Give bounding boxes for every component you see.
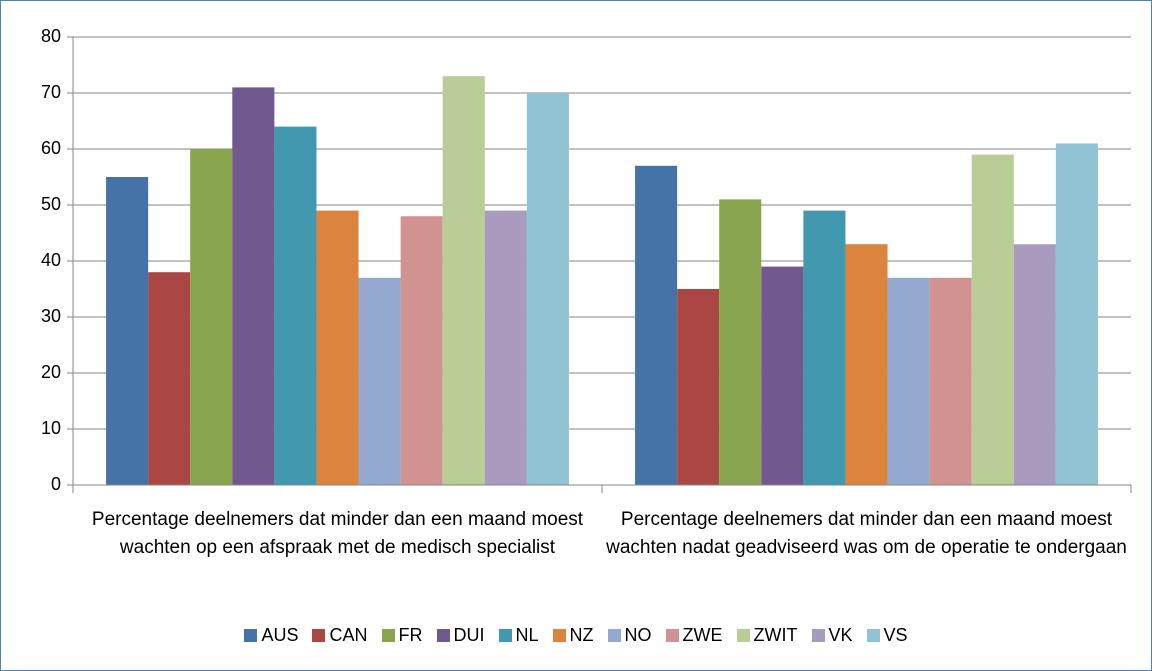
legend-swatch	[436, 629, 450, 642]
legend-label: ZWIT	[753, 625, 798, 645]
bar	[106, 177, 149, 485]
legend-item: NO	[607, 625, 652, 646]
bar	[1013, 244, 1056, 485]
y-tick-label: 10	[41, 418, 61, 438]
legend-label: NO	[624, 625, 652, 645]
bar	[845, 244, 888, 485]
legend-swatch	[552, 629, 566, 642]
legend-swatch	[381, 629, 395, 642]
bar	[316, 210, 359, 485]
y-tick-label: 50	[41, 194, 61, 214]
bar	[803, 210, 846, 485]
legend-swatch	[665, 629, 679, 642]
legend-item: VK	[811, 625, 853, 646]
y-tick-label: 30	[41, 306, 61, 326]
bar	[484, 210, 527, 485]
legend-label: AUS	[261, 625, 299, 645]
bar	[635, 165, 678, 486]
legend-swatch	[736, 629, 750, 642]
legend-item: CAN	[312, 625, 368, 646]
bar	[761, 266, 804, 485]
y-tick-label: 60	[41, 138, 61, 158]
legend-swatch	[244, 629, 258, 642]
legend-item: ZWE	[665, 625, 723, 646]
bar	[358, 277, 401, 485]
y-tick-label: 80	[41, 26, 61, 46]
bar	[148, 272, 191, 485]
legend-item: ZWIT	[736, 625, 798, 646]
bar	[719, 199, 762, 485]
bar	[1055, 143, 1098, 485]
legend-swatch	[312, 629, 326, 642]
legend-label: ZWE	[682, 625, 723, 645]
bar	[971, 154, 1014, 485]
legend-item: NZ	[552, 625, 594, 646]
legend: AUS CAN FR DUI NL NZ NO ZWE ZWIT VK VS	[1, 625, 1151, 646]
legend-item: DUI	[436, 625, 485, 646]
legend-item: NL	[498, 625, 539, 646]
legend-label: VS	[883, 625, 908, 645]
legend-item: VS	[866, 625, 908, 646]
legend-item: AUS	[244, 625, 298, 646]
legend-label: NL	[515, 625, 539, 645]
y-tick-label: 20	[41, 362, 61, 382]
bar	[232, 87, 275, 486]
legend-swatch	[811, 629, 825, 642]
bar	[929, 277, 972, 485]
legend-swatch	[866, 629, 880, 642]
legend-label: CAN	[329, 625, 368, 645]
bar	[190, 149, 233, 485]
legend-label: NZ	[569, 625, 594, 645]
y-tick-label: 70	[41, 82, 61, 102]
x-tick-label: Percentage deelnemers dat minder dan een…	[91, 509, 584, 558]
legend-label: FR	[398, 625, 423, 645]
bar	[442, 76, 485, 485]
bar	[677, 289, 720, 485]
bar	[400, 216, 443, 485]
bar	[274, 126, 317, 485]
y-tick-label: 0	[51, 474, 61, 494]
legend-label: VK	[828, 625, 853, 645]
legend-item: FR	[381, 625, 423, 646]
legend-swatch	[607, 629, 621, 642]
bar	[887, 277, 930, 485]
legend-swatch	[498, 629, 512, 642]
bar	[526, 93, 569, 485]
x-tick-label: Percentage deelnemers dat minder dan een…	[606, 509, 1127, 558]
legend-label: DUI	[453, 625, 485, 645]
y-tick-label: 40	[41, 250, 61, 270]
